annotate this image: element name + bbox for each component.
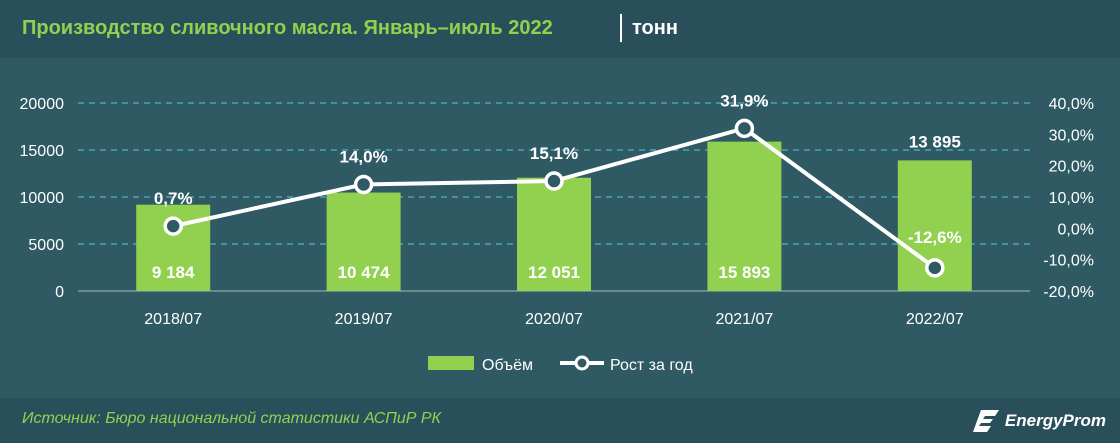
growth-value-label: 0,7% (154, 189, 193, 208)
chart-footer: Источник: Бюро национальной статистики А… (0, 398, 1120, 443)
y-right-tick-label: 10,0% (1049, 190, 1094, 207)
legend-swatch-volume (428, 356, 474, 370)
growth-value-label: 14,0% (339, 147, 387, 166)
bar-value-label: 15 893 (718, 263, 770, 282)
y-left-tick-label: 5000 (28, 237, 64, 254)
energyprom-logo-icon (972, 410, 999, 432)
bar-value-label: 10 474 (338, 263, 391, 282)
chart-unit: тонн (632, 17, 678, 39)
y-right-tick-label: -20,0% (1043, 284, 1094, 301)
legend-label-volume: Объём (482, 357, 533, 374)
y-right-tick-label: -10,0% (1043, 253, 1094, 270)
growth-value-label: 31,9% (720, 91, 768, 110)
y-right-tick-label: 30,0% (1049, 127, 1094, 144)
growth-point (353, 174, 374, 195)
logo-text: EnergyProm (1004, 411, 1106, 430)
bar-value-label: 12 051 (528, 263, 580, 282)
y-left-tick-label: 20000 (20, 96, 65, 113)
y-left-tick-label: 10000 (20, 190, 65, 207)
bar (326, 192, 401, 291)
growth-point (734, 118, 755, 139)
bar (707, 141, 782, 291)
x-tick-label: 2021/07 (715, 311, 773, 328)
y-right-tick-label: 20,0% (1049, 159, 1094, 176)
y-right-tick-label: 40,0% (1049, 96, 1094, 113)
y-left-tick-label: 0 (55, 284, 64, 301)
chart-header: Производство сливочного масла. Январь–ию… (0, 0, 1120, 58)
growth-value-label: -12,6% (908, 228, 962, 247)
legend-label-growth: Рост за год (610, 357, 693, 374)
y-right-tick-label: 0,0% (1058, 221, 1094, 238)
energyprom-logo: EnergyProm (972, 406, 1106, 436)
growth-point (163, 216, 183, 236)
growth-point (544, 171, 564, 191)
chart-svg: 0 5000 10000 15000 20000 -20,0% -10,0% 0,0% 10,0… (20, 91, 1095, 374)
growth-point (925, 258, 945, 278)
x-tick-label: 2019/07 (335, 311, 393, 328)
title-separator (620, 14, 622, 42)
bar-value-label: 13 895 (909, 132, 961, 151)
x-tick-label: 2018/07 (144, 311, 202, 328)
chart-title: Производство сливочного масла. Январь–ию… (22, 17, 553, 39)
x-tick-label: 2020/07 (525, 311, 583, 328)
x-tick-label: 2022/07 (906, 311, 964, 328)
growth-value-label: 15,1% (530, 144, 578, 163)
bar (517, 177, 591, 291)
source-note: Источник: Бюро национальной статистики А… (22, 410, 441, 427)
legend-marker-growth (574, 355, 590, 371)
bar-value-label: 9 184 (152, 263, 195, 282)
y-left-tick-label: 15000 (20, 143, 65, 160)
